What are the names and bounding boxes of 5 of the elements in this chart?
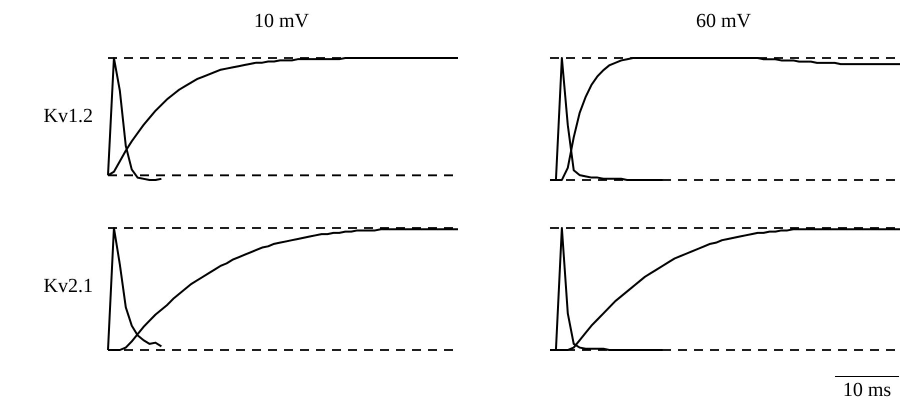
chart-title: 10 mV bbox=[253, 10, 310, 33]
chart-title: 60 mV bbox=[695, 10, 752, 33]
text: 10 ms bbox=[842, 379, 892, 402]
y-axis-title: Kv2.1 bbox=[44, 275, 93, 298]
y-axis-title: Kv1.2 bbox=[44, 105, 93, 128]
